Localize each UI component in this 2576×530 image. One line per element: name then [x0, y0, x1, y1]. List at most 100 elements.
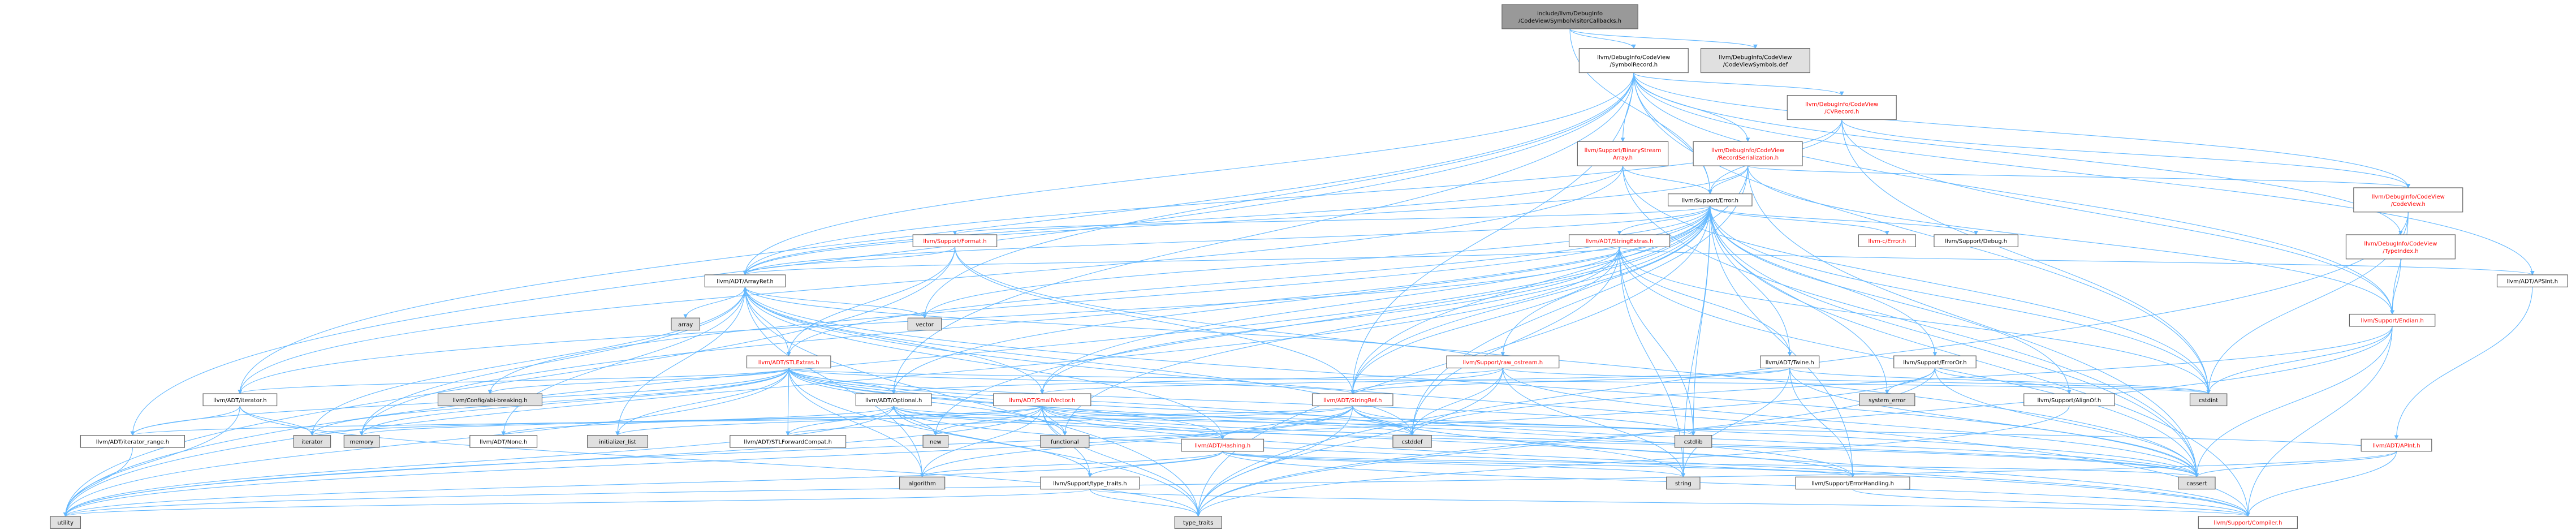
edge-arrayref-to-none [501, 287, 746, 436]
node-label: llvm/ADT/APSInt.h [2507, 279, 2558, 285]
node-memory: memory [343, 435, 380, 448]
node-label: llvm/ADT/Hashing.h [1194, 443, 1250, 449]
node-llvm-adt-apint-h[interactable]: llvm/ADT/APInt.h [2361, 438, 2432, 452]
edge-cvrecord-to-codeview [1841, 119, 2410, 188]
edge-iterator-to-iterrange [130, 406, 240, 436]
edge-hashing-to-utility [63, 451, 1223, 517]
edge-strextras-to-twine [1619, 247, 1792, 356]
edge-typetraits-to-utility [63, 489, 1090, 517]
edge-optional-to-utility [63, 406, 894, 517]
edge-symrecord-to-arrayref [743, 72, 1634, 275]
edge-stlextras-to-cstdint [788, 368, 2211, 394]
node-llvm-adt-iterator-h[interactable]: llvm/ADT/iterator.h [202, 393, 278, 407]
edge-iterator-to-type_traits [239, 406, 1201, 517]
node-box [293, 435, 331, 448]
node-llvm-support-erroror-h[interactable]: llvm/Support/ErrorOr.h [1893, 355, 1977, 369]
node-llvm-debuginfo-codeview-symbolrecord-h[interactable]: llvm/DebugInfo/CodeView/SymbolRecord.h [1578, 48, 1689, 74]
edge-endian-to-cassert [2194, 326, 2393, 478]
edge-recser-to-codeview [1747, 165, 2410, 188]
edge-format-to-stlextras [786, 247, 956, 356]
node-llvm-support-errorhandling-h[interactable]: llvm/Support/ErrorHandling.h [1795, 476, 1910, 490]
node-iterator: iterator [293, 435, 331, 448]
node-llvm-adt-hashing-h[interactable]: llvm/ADT/Hashing.h [1181, 438, 1265, 452]
node-llvm-support-endian-h[interactable]: llvm/Support/Endian.h [2349, 313, 2436, 327]
node-llvm-debuginfo-codeview-cvrecord-h[interactable]: llvm/DebugInfo/CodeView/CVRecord.h [1787, 95, 1897, 120]
node-label: cstdlib [1684, 439, 1703, 445]
edge-error-to-errhandling [1710, 206, 1855, 478]
node-llvm-support-raw-ostream-h[interactable]: llvm/Support/raw_ostream.h [1446, 355, 1560, 369]
node-llvm-adt-apsint-h[interactable]: llvm/ADT/APSInt.h [2496, 274, 2568, 287]
node-label: llvm/Support/type_traits.h [1053, 481, 1127, 487]
edge-arrayref-to-vector [744, 287, 927, 318]
edge-symrecord-to-apsint [1633, 72, 2535, 275]
edge-root-to-symrecord [1569, 28, 1636, 49]
node-box [1693, 141, 1803, 166]
edge-arrayref-to-stlextras [744, 287, 791, 356]
edge-strextras-to-utility [63, 247, 1620, 517]
edge-error-to-vector [922, 206, 1711, 318]
node-llvm-support-alignof-h[interactable]: llvm/Support/AlignOf.h [2023, 393, 2115, 407]
node-llvm-c-error-h[interactable]: llvm-c/Error.h [1858, 234, 1916, 247]
node-llvm-support-error-h[interactable]: llvm/Support/Error.h [1668, 193, 1753, 206]
edge-stlextras-to-algorithm [788, 368, 925, 478]
node-label: /TypeIndex.h [2383, 248, 2418, 255]
edge-arrayref-to-array [683, 287, 746, 318]
edge-hashing-to-cassert [1222, 451, 2199, 478]
node-llvm-support-compiler-h[interactable]: llvm/Support/Compiler.h [2198, 516, 2298, 529]
node-box [202, 393, 278, 407]
node-label: llvm/Config/abi-breaking.h [452, 398, 527, 404]
node-llvm-debuginfo-codeview-codeview-h[interactable]: llvm/DebugInfo/CodeView/CodeView.h [2353, 187, 2463, 213]
edge-smallvector-to-cstdlib [1042, 406, 1695, 436]
edge-error-to-twine [1710, 206, 1792, 356]
node-label: Array.h [1613, 155, 1633, 161]
edge-binstream-to-cassert [1622, 166, 2199, 478]
node-llvm-adt-stringref-h[interactable]: llvm/ADT/StringRef.h [1311, 393, 1393, 407]
node-llvm-adt-arrayref-h[interactable]: llvm/ADT/ArrayRef.h [704, 274, 786, 287]
node-llvm-support-debug-h[interactable]: llvm/Support/Debug.h [1934, 234, 2018, 247]
node-label: llvm/Support/Endian.h [2361, 318, 2423, 324]
node-llvm-support-format-h[interactable]: llvm/Support/Format.h [912, 234, 998, 247]
edge-format-to-utility [63, 247, 956, 517]
edge-error-to-stlextras [786, 206, 1711, 356]
edge-error-to-new [933, 206, 1711, 436]
node-llvm-adt-stlextras-h[interactable]: llvm/ADT/STLExtras.h [746, 355, 831, 369]
node-llvm-support-type-traits-h[interactable]: llvm/Support/type_traits.h [1040, 476, 1140, 490]
node-box [1668, 193, 1753, 206]
node-llvm-debuginfo-codeview-recordserialization-h[interactable]: llvm/DebugInfo/CodeView/RecordSerializat… [1693, 141, 1803, 166]
node-label: llvm/ADT/STLForwardCompat.h [744, 439, 832, 445]
node-box [2345, 234, 2456, 260]
node-box [922, 435, 949, 448]
edge-arrayref-to-compiler [744, 287, 2250, 517]
node-llvm-adt-iterator-range-h[interactable]: llvm/ADT/iterator_range.h [80, 435, 185, 448]
edge-recser-to-cstddef [1410, 166, 1749, 436]
node-llvm-adt-none-h[interactable]: llvm/ADT/None.h [469, 435, 538, 448]
edge-endian-to-compiler [2246, 326, 2393, 517]
node-llvm-adt-twine-h[interactable]: llvm/ADT/Twine.h [1760, 355, 1820, 369]
edge-iterator-to-utility [63, 406, 240, 517]
node-llvm-adt-stlforwardcompat-h[interactable]: llvm/ADT/STLForwardCompat.h [730, 435, 847, 448]
node-label: llvm/DebugInfo/CodeView [2372, 194, 2445, 200]
edge-optional-to-stlfwd [786, 406, 894, 436]
node-label: llvm/Support/AlignOf.h [2037, 398, 2101, 404]
node-box [2198, 516, 2298, 529]
edge-smallvector-to-compiler [1042, 406, 2250, 517]
edge-smallvector-to-functional [1042, 406, 1067, 436]
node-llvm-adt-smallvector-h[interactable]: llvm/ADT/SmallVector.h [993, 393, 1091, 407]
node-label: llvm/Support/ErrorOr.h [1903, 360, 1966, 366]
node-label: llvm/Support/Format.h [923, 239, 986, 245]
node-llvm-adt-stringextras-h[interactable]: llvm/ADT/StringExtras.h [1568, 234, 1671, 247]
edge-error-to-string [1681, 206, 1711, 478]
node-include-llvm-debuginfo-codeview-symbolvisitorcallbacks-h[interactable]: include/llvm/DebugInfo/CodeView/SymbolVi… [1501, 4, 1638, 29]
node-box [1858, 234, 1916, 247]
node-llvm-debuginfo-codeview-typeindex-h[interactable]: llvm/DebugInfo/CodeView/TypeIndex.h [2345, 234, 2456, 260]
edge-optional-to-new [893, 406, 938, 436]
node-label: /SymbolRecord.h [1610, 62, 1658, 68]
node-label: memory [350, 439, 374, 445]
node-box [469, 435, 538, 448]
node-label: llvm/ADT/StringRef.h [1323, 398, 1382, 404]
node-llvm-adt-optional-h[interactable]: llvm/ADT/Optional.h [855, 393, 932, 407]
edge-error-to-cstdint [1710, 206, 2211, 394]
edge-error-to-utility [63, 206, 1711, 517]
edge-strextras-to-cstddef [1410, 247, 1620, 436]
